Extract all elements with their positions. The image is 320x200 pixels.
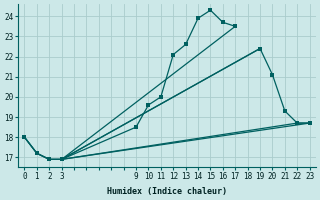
X-axis label: Humidex (Indice chaleur): Humidex (Indice chaleur) xyxy=(107,187,227,196)
